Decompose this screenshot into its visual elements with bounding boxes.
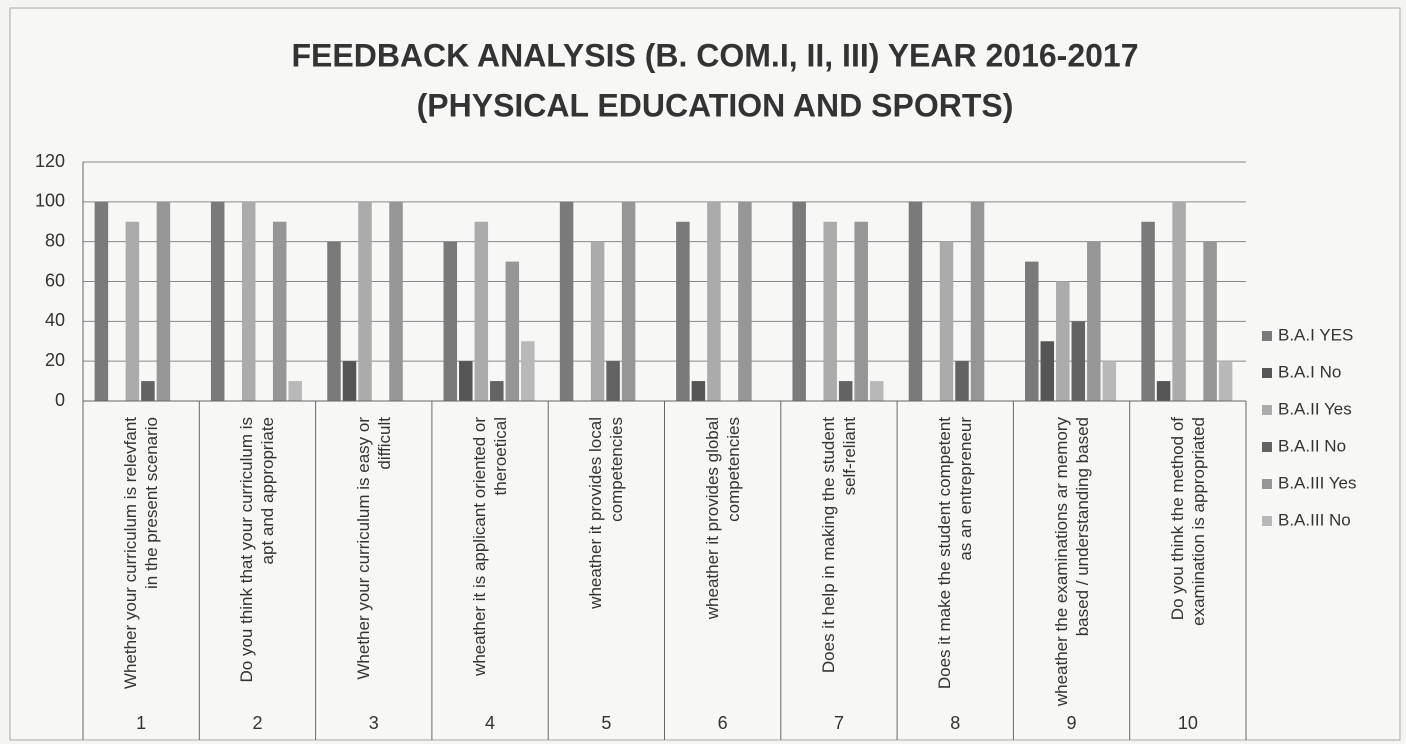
legend-swatch (1262, 479, 1272, 489)
bar (272, 221, 287, 401)
bar (621, 201, 636, 401)
legend-swatch (1262, 368, 1272, 378)
legend-swatch (1262, 442, 1272, 452)
legend-label: B.A.II No (1278, 436, 1346, 455)
x-category-label: Does it make the student competent as an… (935, 417, 976, 690)
x-category-label: wheather it provides local competencies (586, 417, 627, 609)
bar (854, 221, 868, 401)
y-tick-label: 40 (45, 310, 65, 330)
x-tick-label: 8 (950, 713, 960, 733)
chart-subtitle: (PHYSICAL EDUCATION AND SPORTS) (417, 87, 1014, 123)
bar (738, 201, 752, 401)
bar (939, 241, 954, 401)
legend-swatch (1262, 405, 1272, 415)
chart-frame (9, 7, 1401, 741)
legend-label: B.A.III Yes (1278, 473, 1356, 492)
legend-swatch (1262, 331, 1272, 341)
bar (1087, 241, 1101, 401)
bar (1025, 261, 1039, 401)
x-category-label: Whether your curriculum is easy or diffi… (353, 417, 394, 680)
bar (505, 261, 520, 401)
bar (156, 201, 171, 401)
bar (389, 201, 403, 401)
bar (1172, 201, 1186, 401)
bar (908, 201, 923, 401)
bar (1203, 241, 1217, 401)
x-tick-label: 6 (718, 713, 728, 733)
bar (342, 361, 357, 401)
legend-label: B.A.I No (1278, 362, 1341, 381)
y-tick-label: 120 (35, 151, 65, 171)
x-tick-label: 7 (834, 713, 844, 733)
x-tick-label: 1 (136, 713, 146, 733)
legend-swatch (1262, 516, 1272, 526)
bar (559, 201, 574, 401)
bar (94, 201, 109, 401)
x-category-label: Do you think the method of examination i… (1167, 417, 1208, 626)
bar (869, 381, 884, 401)
bar (606, 361, 620, 401)
bar (358, 201, 372, 401)
bar (210, 201, 225, 401)
bar (1218, 361, 1233, 401)
x-category-label: wheather the examinations ar memory base… (1051, 417, 1092, 707)
x-tick-label: 2 (252, 713, 262, 733)
bar (241, 201, 256, 401)
x-tick-label: 10 (1178, 713, 1198, 733)
y-tick-label: 0 (55, 390, 65, 410)
bar (676, 221, 690, 401)
bar (955, 361, 969, 401)
y-tick-label: 100 (35, 191, 65, 211)
y-tick-label: 60 (45, 270, 65, 290)
x-tick-label: 9 (1067, 713, 1077, 733)
x-category-label: Do you think that your curriculum is apt… (237, 417, 278, 683)
bar (1071, 321, 1086, 401)
bar (1141, 221, 1155, 401)
bar (1156, 381, 1171, 401)
bar (1040, 341, 1055, 401)
bar (1102, 361, 1117, 401)
x-tick-label: 4 (485, 713, 495, 733)
bar (327, 241, 341, 401)
chart-title: FEEDBACK ANALYSIS (B. COM.I, II, III) YE… (291, 37, 1138, 73)
x-category-label: wheather it provides global competencies (702, 417, 743, 620)
x-category-label: Does it help in making the student self-… (818, 417, 859, 674)
bar (474, 221, 489, 401)
bar (792, 201, 806, 401)
bar (288, 381, 302, 401)
bar (691, 381, 706, 401)
bar (970, 201, 985, 401)
bar (590, 241, 605, 401)
bar (459, 361, 473, 401)
bar (823, 221, 837, 401)
bar (838, 381, 853, 401)
legend-label: B.A.III No (1278, 510, 1351, 529)
y-tick-label: 20 (45, 350, 65, 370)
bar (141, 381, 155, 401)
legend-label: B.A.I YES (1278, 325, 1353, 344)
x-category-label: Whether your curriculum is relevfant in … (121, 417, 162, 690)
bar (490, 381, 504, 401)
x-category-label: wheather it is applicant oriented or the… (470, 417, 511, 676)
bar (1056, 281, 1070, 401)
bar (443, 241, 458, 401)
bar (707, 201, 721, 401)
x-tick-label: 3 (369, 713, 379, 733)
bar (125, 221, 140, 401)
y-tick-label: 80 (45, 230, 65, 250)
bar (521, 341, 535, 401)
legend-label: B.A.II Yes (1278, 399, 1352, 418)
x-tick-label: 5 (601, 713, 611, 733)
